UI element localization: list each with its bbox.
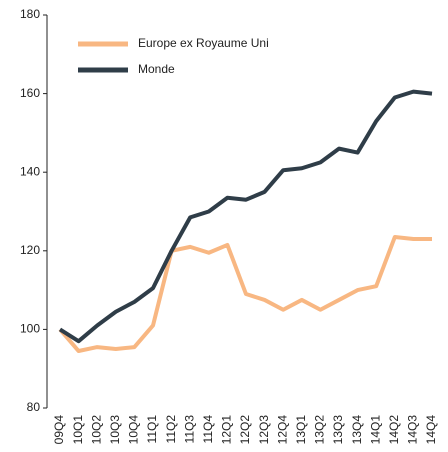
x-tick-label: 11Q3 [182, 415, 196, 444]
x-tick-label: 10Q3 [108, 415, 122, 445]
x-tick-label: 11Q1 [145, 415, 159, 444]
x-tick-label: 10Q2 [89, 415, 103, 445]
y-tick-label: 180 [20, 7, 40, 21]
x-tick-label: 14Q2 [387, 415, 401, 445]
line-series [58, 235, 432, 354]
x-tick-label: 14Q4 [424, 415, 438, 445]
line-series [58, 89, 433, 344]
x-tick-label: 14Q1 [368, 415, 382, 445]
x-tick-label: 12Q2 [238, 415, 252, 445]
y-tick-label: 140 [20, 164, 40, 178]
legend-label: Europe ex Royaume Uni [138, 36, 269, 50]
y-tick-label: 120 [20, 243, 40, 257]
y-tick-label: 80 [27, 400, 41, 414]
x-tick-label: 11Q2 [164, 415, 178, 444]
x-tick-label: 13Q2 [313, 415, 327, 445]
x-tick-label: 14Q3 [406, 415, 420, 445]
legend-label: Monde [138, 62, 175, 76]
x-tick-label: 13Q1 [294, 415, 308, 445]
y-tick-label: 160 [20, 86, 40, 100]
x-tick-label: 13Q4 [350, 415, 364, 445]
y-tick-label: 100 [20, 322, 40, 336]
x-tick-label: 13Q3 [331, 415, 345, 445]
x-tick-label: 11Q4 [201, 415, 215, 444]
x-tick-label: 12Q3 [257, 415, 271, 445]
x-tick-label: 12Q4 [275, 415, 289, 445]
x-tick-label: 09Q4 [52, 415, 66, 445]
x-tick-label: 10Q1 [71, 415, 85, 445]
x-tick-label: 12Q1 [220, 415, 234, 445]
x-tick-label: 10Q4 [127, 415, 141, 445]
